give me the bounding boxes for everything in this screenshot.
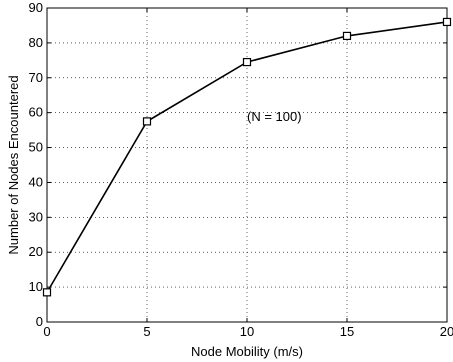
y-tick-label: 70 (29, 70, 43, 85)
x-tick-label: 20 (440, 324, 453, 339)
y-tick-label: 50 (29, 140, 43, 155)
grid (47, 8, 447, 322)
x-tick-label: 0 (43, 324, 50, 339)
axis-ticks: 0 5 10 15 20 0 10 20 30 40 50 60 70 80 90 (29, 0, 453, 339)
data-point-marker (42, 288, 52, 297)
y-tick-label: 60 (29, 105, 43, 120)
data-point-marker (142, 117, 152, 126)
data-point-marker (342, 31, 352, 41)
x-tick-label: 10 (240, 324, 254, 339)
data-point-marker (442, 17, 452, 27)
x-tick-label: 5 (143, 324, 150, 339)
x-tick-label: 15 (340, 324, 354, 339)
y-tick-label: 40 (29, 174, 43, 189)
annotation-label: (N = 100) (247, 109, 302, 124)
y-tick-label: 0 (36, 314, 43, 329)
y-tick-label: 80 (29, 35, 43, 50)
y-axis-label: Number of Nodes Encountered (6, 75, 21, 254)
y-tick-label: 90 (29, 0, 43, 15)
series-layer (42, 17, 452, 297)
data-point-marker (242, 57, 252, 67)
x-axis-label: Node Mobility (m/s) (191, 344, 303, 359)
y-tick-label: 20 (29, 244, 43, 259)
y-tick-label: 30 (29, 209, 43, 224)
y-tick-label: 10 (29, 279, 43, 294)
